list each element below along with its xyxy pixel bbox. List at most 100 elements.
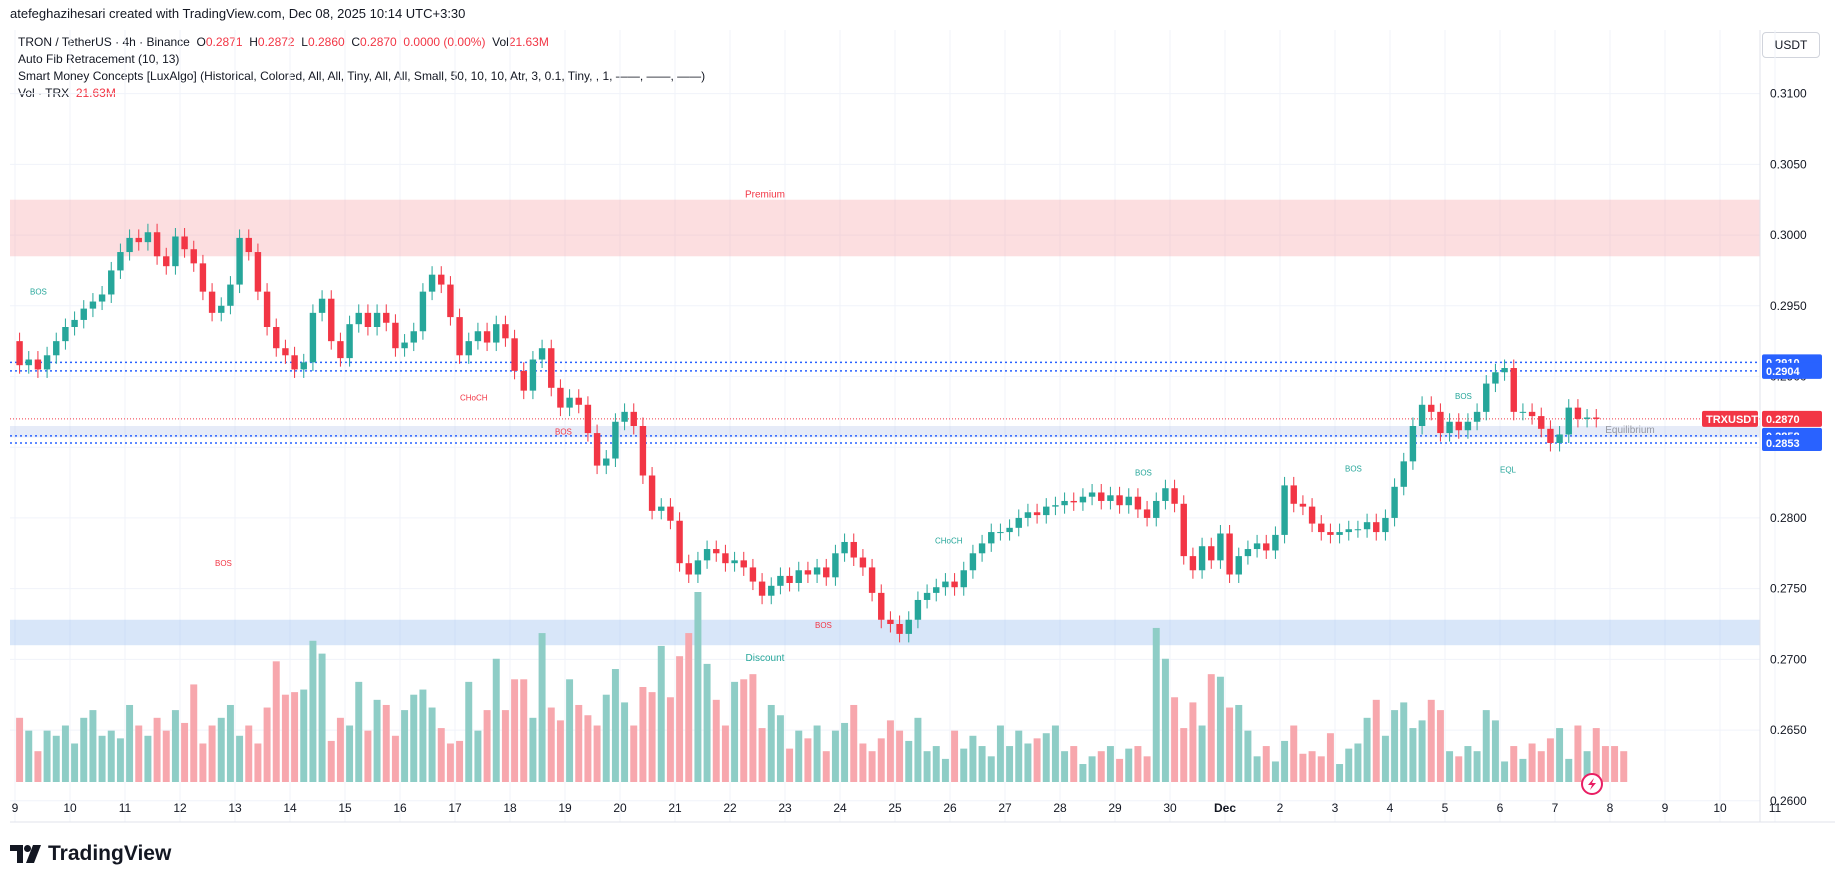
price-axis[interactable]: 0.31000.30500.30000.29500.29000.28500.28… [1770, 87, 1807, 808]
volume-bar [291, 692, 299, 782]
candle-body [328, 298, 335, 342]
candle-body [648, 475, 656, 511]
volume-bar [621, 702, 629, 782]
volume-bar [795, 730, 803, 782]
candle-body [1098, 492, 1105, 501]
brand-logo[interactable]: TradingView [10, 842, 171, 866]
time-tick: 5 [1442, 801, 1449, 815]
candle-body [942, 581, 949, 588]
symbol-legend-row[interactable]: TRON / TetherUS · 4h · Binance O0.2871 H… [18, 34, 705, 51]
volume-bar [987, 756, 995, 782]
candle-body [1253, 543, 1261, 550]
candle-body [575, 397, 582, 405]
price-label-symbol: TRXUSDT [1706, 414, 1758, 426]
currency-button[interactable]: USDT [1762, 32, 1820, 58]
time-tick: 13 [228, 801, 242, 815]
price-tick: 0.2600 [1770, 794, 1807, 808]
time-tick: 11 [119, 801, 132, 815]
candle-body [584, 404, 592, 434]
volume-bar [1088, 756, 1096, 782]
volume-bar [1620, 751, 1628, 782]
structure-label: BOS [1455, 392, 1472, 401]
candle-body [300, 362, 307, 370]
volume-bar [1391, 710, 1399, 782]
volume-bar [538, 633, 546, 782]
symbol-title: TRON / TetherUS · 4h · Binance [18, 35, 190, 49]
candle-body [1428, 404, 1435, 412]
time-tick: 18 [503, 801, 517, 815]
candle-body [1088, 492, 1096, 497]
volume-bar [1345, 748, 1353, 782]
candle-body [713, 549, 720, 554]
candle-body [603, 458, 610, 466]
candle-body [1336, 532, 1343, 535]
volume-bar [437, 728, 445, 782]
volume-bar [602, 694, 610, 782]
candle-body [988, 532, 995, 544]
candle-body [1015, 517, 1022, 528]
volume-bar [126, 704, 134, 782]
volume-bar [1134, 746, 1142, 782]
time-axis[interactable]: 9 10 11 12 13 14 15 16 17 18 19 20 21 22 23 24 25 26 27 28 2… [12, 801, 1782, 815]
volume-bar [272, 661, 280, 782]
candle-body [80, 308, 87, 320]
candle-body [355, 312, 362, 325]
volume-bar [1528, 743, 1536, 782]
time-tick: 14 [283, 801, 297, 815]
indicator-fib-row[interactable]: Auto Fib Retracement (10, 13) [18, 51, 705, 68]
time-tick: 29 [1108, 801, 1122, 815]
volume-bar [776, 715, 784, 782]
candle-body [1556, 434, 1563, 443]
candle-body [483, 331, 491, 343]
volume-bar [694, 592, 702, 782]
candle-body [16, 341, 23, 366]
candle-body [126, 237, 133, 253]
time-tick: 27 [998, 801, 1012, 815]
volume-bar [327, 740, 335, 782]
volume-bar [1446, 751, 1454, 782]
volume-bar [639, 687, 647, 782]
volume-bar [1207, 674, 1215, 782]
volume-bar [1519, 758, 1527, 782]
annotations: BOS CHoCH BOS BOS BOS CHoCH BOS BOS BOS EQL [30, 287, 1517, 630]
candle-body [1006, 527, 1013, 533]
volume-bar [355, 681, 363, 782]
volume-bar [281, 694, 289, 782]
volume-bar [666, 697, 674, 782]
indicator-smc-row[interactable]: Smart Money Concepts [LuxAlgo] (Historic… [18, 68, 705, 85]
time-tick: 15 [338, 801, 352, 815]
volume-bar [107, 730, 115, 782]
candle-body [373, 312, 381, 327]
candle-body [731, 560, 738, 564]
candle-body [850, 541, 857, 558]
candle-body [34, 359, 42, 370]
volume-bar [346, 725, 354, 782]
volume-bar [1336, 764, 1344, 782]
indicator-volume-row[interactable]: Vol · TRX 21.63M [18, 85, 705, 102]
lightning-icon[interactable] [1581, 773, 1603, 795]
candle-body [337, 341, 344, 359]
equilibrium-zone [10, 426, 1760, 438]
volume-bar [978, 746, 986, 782]
volume-bar [492, 658, 500, 782]
candle-body [1189, 556, 1197, 571]
volume-bar [1464, 746, 1472, 782]
candle-body [172, 236, 179, 267]
volume-bar [841, 722, 849, 782]
volume-bar [1281, 740, 1289, 782]
volume-bar [80, 717, 88, 782]
volume-bar [1061, 751, 1069, 782]
volume-bar [1226, 707, 1234, 782]
time-tick: 11 [1769, 801, 1782, 815]
equilibrium-zone-label: Equilibrium [1605, 425, 1654, 436]
volume-bar [685, 633, 693, 782]
candle-body [841, 541, 848, 554]
volume-bar [593, 725, 601, 782]
volume-bar [1152, 627, 1160, 782]
time-tick: 23 [778, 801, 792, 815]
time-tick: 8 [1607, 801, 1614, 815]
time-tick: 10 [1713, 801, 1727, 815]
time-tick: 2 [1277, 801, 1284, 815]
volume-bar [236, 735, 244, 782]
